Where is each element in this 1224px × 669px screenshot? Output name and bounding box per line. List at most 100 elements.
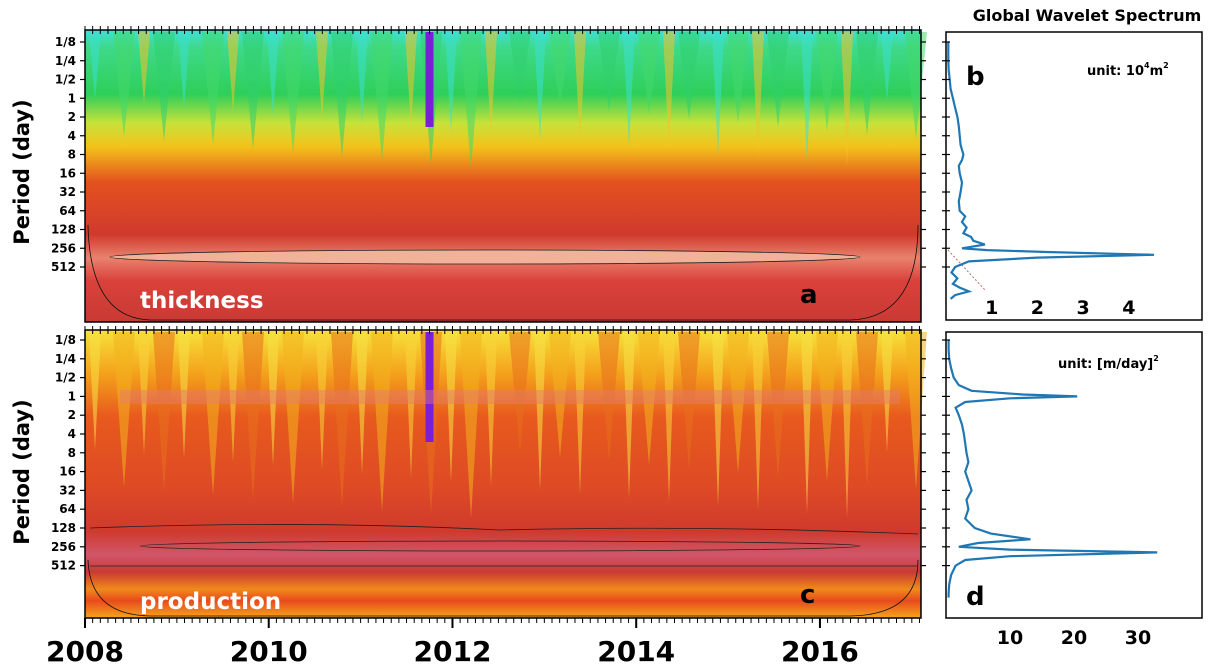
streak (816, 32, 838, 131)
streak (371, 32, 393, 161)
streak (752, 332, 764, 510)
band-1day-c (120, 390, 900, 404)
yticks-c: 1/8 1/4 1/2 1 2 4 8 16 32 64 128 256 512 (51, 333, 926, 573)
ytick-label: 16 (59, 166, 76, 180)
streak (534, 332, 546, 490)
streak (153, 332, 175, 491)
letter-a: a (800, 280, 818, 310)
ytick-label: 256 (51, 241, 76, 255)
letter-d: d (966, 582, 985, 612)
ytick-label: 512 (51, 260, 76, 274)
streak (881, 32, 893, 102)
streak (267, 32, 279, 116)
ytick-label: 512 (51, 559, 76, 573)
streak (841, 32, 853, 168)
streak (712, 332, 724, 506)
frame-d (945, 331, 1203, 619)
streak (242, 332, 264, 499)
streak (138, 32, 150, 104)
streak (752, 32, 764, 160)
gws-title: Global Wavelet Spectrum (973, 6, 1202, 25)
ytick-label: 16 (59, 465, 76, 479)
streak (316, 32, 328, 120)
gws-xtick-label: 3 (1077, 297, 1090, 319)
xtick-label: 2012 (414, 635, 492, 668)
axis-b: 1 2 3 4 (942, 41, 1135, 319)
ytick-label: 32 (59, 185, 76, 199)
streak (405, 32, 417, 128)
streak (727, 332, 749, 473)
top-ticks-a (84, 26, 920, 34)
streak (202, 32, 224, 145)
ylabel-c: Period (day) (10, 399, 34, 544)
streak (178, 332, 190, 458)
ytick-label: 128 (51, 223, 76, 237)
streak (574, 332, 586, 494)
frame-b (945, 31, 1203, 321)
streak (138, 332, 150, 454)
spike (425, 332, 434, 442)
ytick-label: 64 (59, 502, 76, 516)
streak (678, 332, 700, 469)
ytick-label: 1/4 (55, 54, 76, 68)
streak (767, 32, 789, 127)
ytick-label: 8 (68, 446, 76, 460)
streak (549, 332, 571, 457)
streak (534, 32, 546, 140)
streak (113, 332, 135, 487)
band-256-c (139, 540, 861, 552)
streak (598, 332, 620, 461)
streak (371, 332, 393, 511)
streak (331, 32, 353, 157)
coi-a (87, 224, 919, 321)
xtick-label: 2016 (781, 635, 859, 668)
label-thickness: thickness (140, 288, 264, 314)
xtick-label: 2010 (230, 635, 308, 668)
gws-xtick-label: 1 (985, 297, 998, 319)
ytick-label: 1 (68, 91, 76, 105)
ytick-label: 1/4 (55, 352, 76, 366)
streak (549, 32, 571, 107)
ytick-label: 4 (68, 427, 76, 441)
streak (856, 332, 878, 485)
letter-b: b (966, 62, 985, 92)
streak (816, 332, 838, 481)
streak (178, 32, 190, 108)
gws-line-d (947, 340, 1158, 598)
ytick-label: 2 (68, 408, 76, 422)
streak (227, 32, 239, 112)
streak (405, 332, 417, 478)
streak (678, 32, 700, 119)
ytick-label: 128 (51, 521, 76, 535)
streak (153, 32, 175, 141)
streak (881, 332, 893, 452)
streak (801, 32, 813, 164)
ytick-label: 1/2 (55, 371, 76, 385)
ytick-label: 1/2 (55, 73, 76, 87)
streak (727, 32, 749, 123)
streak (89, 332, 101, 450)
panel-b: Global Wavelet Spectrum 1 2 3 4 b unit: 104… (942, 6, 1203, 321)
streak (89, 32, 101, 100)
streak (712, 32, 724, 156)
ytick-label: 1/8 (55, 333, 76, 347)
ytick-label: 8 (68, 148, 76, 162)
gws-xtick-label: 30 (1125, 627, 1151, 649)
ytick-label: 2 (68, 110, 76, 124)
streak (460, 332, 482, 519)
xtick-label: 2008 (46, 635, 124, 668)
streak (242, 32, 264, 149)
streak (267, 332, 279, 466)
streak (282, 332, 304, 503)
streak (445, 32, 457, 132)
ytick-label: 64 (59, 204, 76, 218)
streak (113, 32, 135, 137)
streak (460, 32, 482, 169)
streak (598, 32, 620, 111)
label-production: production (140, 589, 281, 615)
spike (425, 32, 434, 127)
streak (638, 332, 660, 465)
gws-xtick-label: 4 (1122, 297, 1135, 319)
frame-c (84, 329, 922, 619)
